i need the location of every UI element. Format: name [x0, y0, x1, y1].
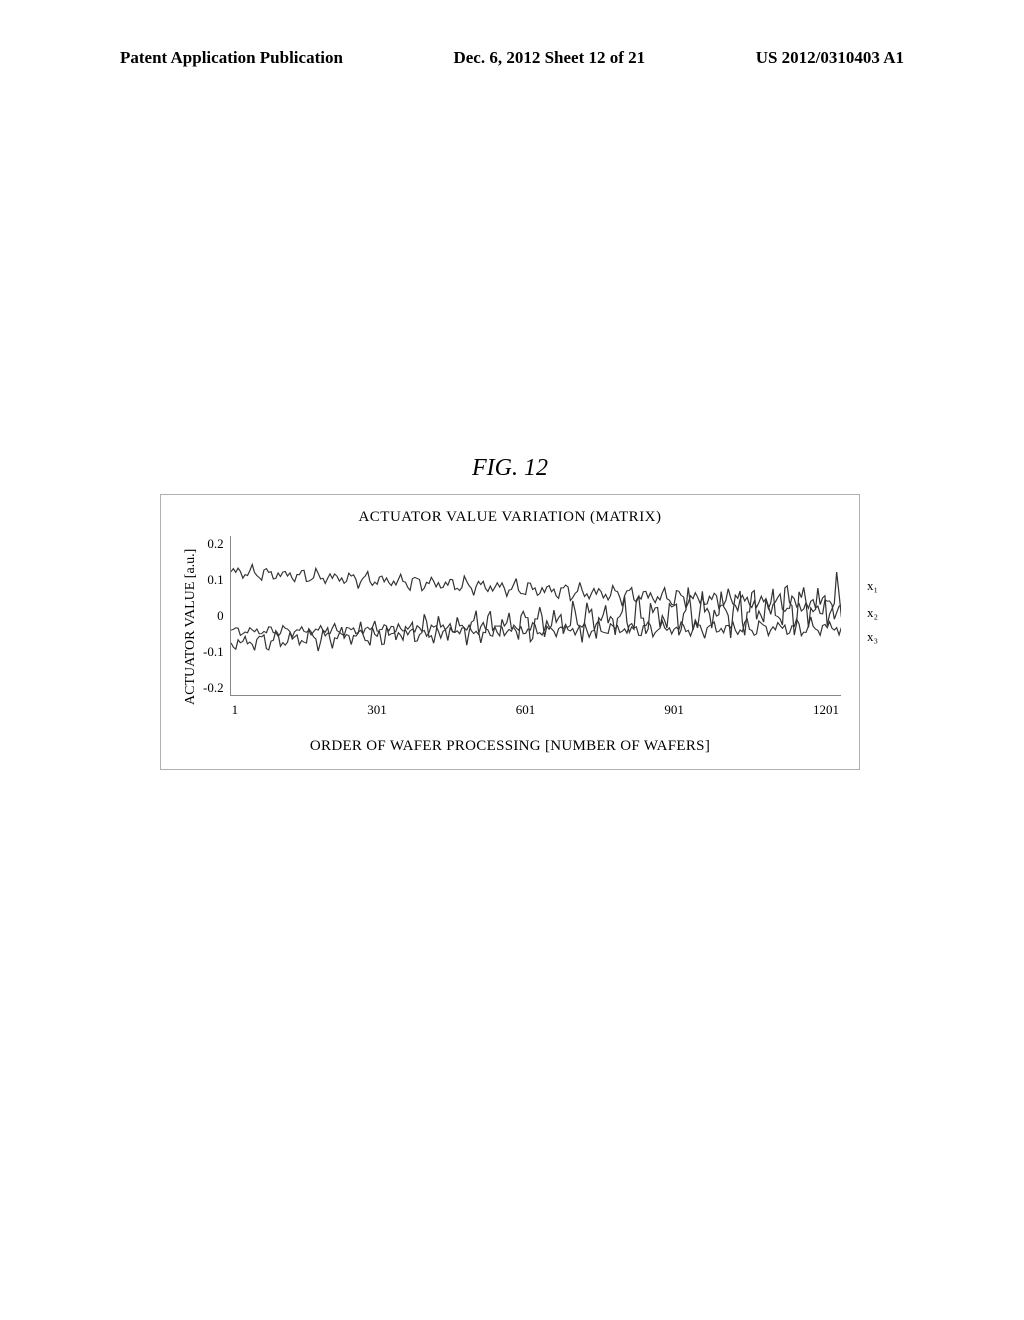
- header-right: US 2012/0310403 A1: [756, 48, 904, 68]
- y-tick: -0.1: [203, 644, 224, 660]
- y-tick: -0.2: [203, 680, 224, 696]
- x-tick: 1: [232, 702, 239, 718]
- y-tick: 0: [217, 608, 224, 624]
- y-axis-ticks: 0.2 0.1 0 -0.1 -0.2: [203, 536, 230, 696]
- x-tick: 601: [516, 702, 536, 718]
- x-tick: 301: [367, 702, 387, 718]
- series-line-x2: [231, 572, 841, 651]
- series-label-x3: x₃: [867, 629, 878, 645]
- chart-frame: ACTUATOR VALUE VARIATION (MATRIX) ACTUAT…: [160, 494, 860, 770]
- figure-label: FIG. 12: [160, 455, 860, 482]
- plot-area: x₁ x₂ x₃: [230, 536, 841, 696]
- x-axis-ticks: 1 301 601 901 1201: [230, 702, 841, 718]
- series-line-x3: [231, 617, 841, 638]
- chart-body: ACTUATOR VALUE [a.u.] 0.2 0.1 0 -0.1 -0.…: [179, 536, 841, 718]
- y-tick: 0.2: [207, 536, 223, 552]
- header-left: Patent Application Publication: [120, 48, 343, 68]
- y-tick: 0.1: [207, 572, 223, 588]
- x-tick: 1201: [813, 702, 839, 718]
- page-header: Patent Application Publication Dec. 6, 2…: [0, 48, 1024, 68]
- series-label-x1: x₁: [867, 578, 878, 594]
- x-tick: 901: [664, 702, 684, 718]
- series-label-x2: x₂: [867, 605, 878, 621]
- x-axis-label: ORDER OF WAFER PROCESSING [NUMBER OF WAF…: [179, 738, 841, 755]
- header-center: Dec. 6, 2012 Sheet 12 of 21: [453, 48, 645, 68]
- figure-container: FIG. 12 ACTUATOR VALUE VARIATION (MATRIX…: [160, 455, 860, 770]
- chart-svg: [231, 536, 841, 695]
- chart-title: ACTUATOR VALUE VARIATION (MATRIX): [179, 509, 841, 526]
- y-axis-label: ACTUATOR VALUE [a.u.]: [179, 536, 203, 718]
